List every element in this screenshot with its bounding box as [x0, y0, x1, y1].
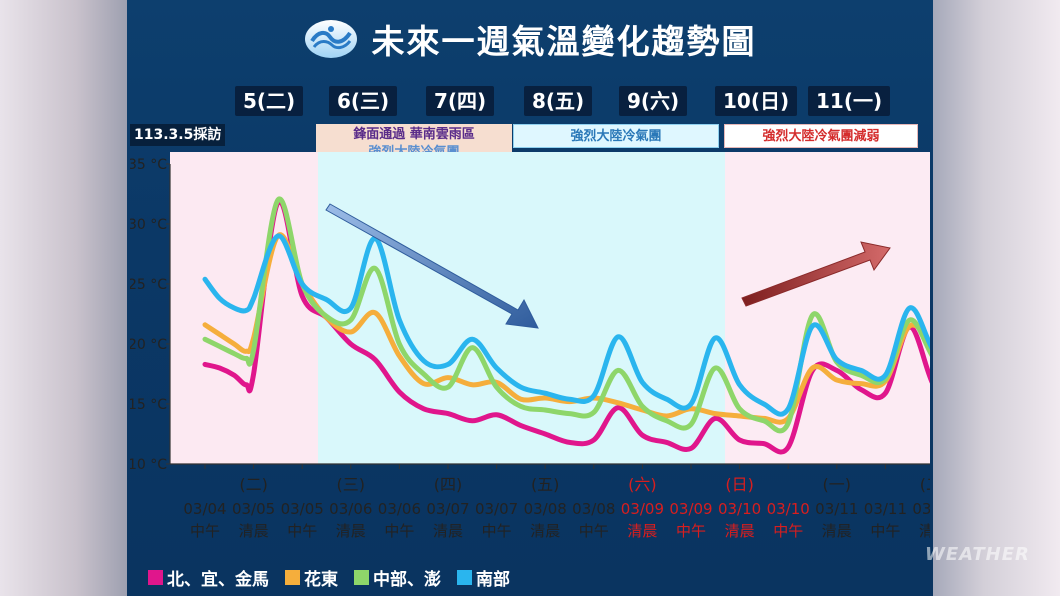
x-tick-weekday: (日) — [725, 475, 754, 494]
x-tick-weekday: (三) — [337, 475, 366, 494]
y-tick-label: 35 °C — [130, 157, 167, 173]
x-tick-period: 中午 — [676, 522, 706, 540]
day-label-8: 8(五) — [524, 86, 593, 116]
y-tick-label: 30 °C — [130, 217, 167, 233]
x-tick-date: 03/07 — [475, 500, 518, 518]
x-tick-date: 03/05 — [232, 500, 275, 518]
chart-title: 未來一週氣溫變化趨勢圖 — [371, 22, 757, 61]
legend-swatch-east — [285, 570, 300, 585]
background-right — [933, 0, 1060, 596]
day-label-11: 11(一) — [808, 86, 891, 116]
x-tick-period: 清晨 — [433, 522, 463, 540]
legend-label-south: 南部 — [476, 570, 510, 590]
y-tick-label: 20 °C — [130, 337, 167, 353]
interview-date: 113.3.5採訪 — [130, 124, 226, 146]
day-label-6: 6(三) — [329, 86, 398, 116]
x-tick-weekday: (六) — [628, 475, 657, 494]
x-tick-period: 清晨 — [627, 522, 657, 540]
y-tick-label: 15 °C — [130, 397, 167, 413]
title-bar: 未來一週氣溫變化趨勢圖 — [127, 14, 933, 64]
x-tick-period: 清晨 — [822, 522, 852, 540]
x-tick-period: 清晨 — [919, 522, 930, 540]
watermark: WEATHER — [925, 544, 1030, 565]
x-tick-date: 03/06 — [329, 500, 372, 518]
legend: 北、宜、金馬 花東 中部、澎 南部 — [148, 565, 510, 590]
x-tick-period: 清晨 — [239, 522, 269, 540]
x-tick-date: 03/05 — [281, 500, 324, 518]
x-tick-weekday: (二) — [920, 475, 930, 494]
x-tick-weekday: (四) — [434, 475, 463, 494]
x-tick-date: 03/06 — [378, 500, 421, 518]
series-line-2 — [202, 196, 930, 434]
falling-trend-arrow — [325, 203, 539, 329]
legend-item-north: 北、宜、金馬 — [148, 565, 269, 590]
weather-bureau-logo-icon — [304, 20, 357, 58]
x-tick-date: 03/11 — [815, 500, 858, 518]
x-tick-date: 03/09 — [669, 500, 712, 518]
x-tick-period: 清晨 — [725, 522, 755, 540]
legend-swatch-south — [457, 570, 472, 585]
x-tick-date: 03/09 — [621, 500, 664, 518]
x-tick-period: 中午 — [190, 522, 220, 540]
y-tick-label: 25 °C — [130, 277, 167, 293]
x-tick-date: 03/08 — [572, 500, 615, 518]
day-label-7: 7(四) — [426, 86, 495, 116]
weather-band-weakening: 強烈大陸冷氣團減弱 — [724, 124, 918, 148]
legend-label-central: 中部、澎 — [373, 570, 441, 590]
series-line-3 — [202, 233, 930, 417]
band-front-line1: 鋒面通過 華南雲雨區 — [353, 127, 475, 142]
x-tick-date: 03/04 — [183, 500, 226, 518]
x-tick-date: 03/10 — [718, 500, 761, 518]
y-tick-label: 10 °C — [130, 457, 167, 473]
x-tick-period: 中午 — [287, 522, 317, 540]
x-tick-period: 中午 — [482, 522, 512, 540]
x-tick-date: 03/07 — [426, 500, 469, 518]
x-tick-period: 中午 — [384, 522, 414, 540]
background-left — [0, 0, 127, 596]
legend-swatch-north — [148, 570, 163, 585]
x-tick-period: 清晨 — [530, 522, 560, 540]
day-label-9: 9(六) — [619, 86, 688, 116]
day-label-5: 5(二) — [235, 86, 304, 116]
x-tick-date: 03/10 — [767, 500, 810, 518]
weather-band-cold-air: 強烈大陸冷氣團 — [513, 124, 719, 148]
x-tick-period: 清晨 — [336, 522, 366, 540]
legend-item-south: 南部 — [457, 565, 510, 590]
legend-swatch-central — [354, 570, 369, 585]
x-tick-date: 03/12 — [912, 500, 930, 518]
weakening-region — [725, 152, 930, 464]
legend-item-east: 花東 — [285, 565, 338, 590]
day-label-10: 10(日) — [715, 86, 798, 116]
x-tick-period: 中午 — [773, 522, 803, 540]
temperature-line-chart: 35 °C 30 °C 25 °C 20 °C 15 °C 10 °C 03/04 中午 (二)… — [130, 152, 930, 540]
legend-label-north: 北、宜、金馬 — [167, 570, 269, 590]
x-tick-date: 03/08 — [524, 500, 567, 518]
x-tick-weekday: (一) — [823, 475, 852, 494]
legend-label-east: 花東 — [304, 570, 338, 590]
x-tick-date: 03/11 — [864, 500, 907, 518]
x-tick-weekday: (二) — [239, 475, 267, 494]
rising-trend-arrow — [741, 241, 891, 307]
x-tick-period: 中午 — [870, 522, 900, 540]
x-tick-weekday: (五) — [531, 475, 560, 494]
x-tick-period: 中午 — [579, 522, 609, 540]
legend-item-central: 中部、澎 — [354, 565, 441, 590]
